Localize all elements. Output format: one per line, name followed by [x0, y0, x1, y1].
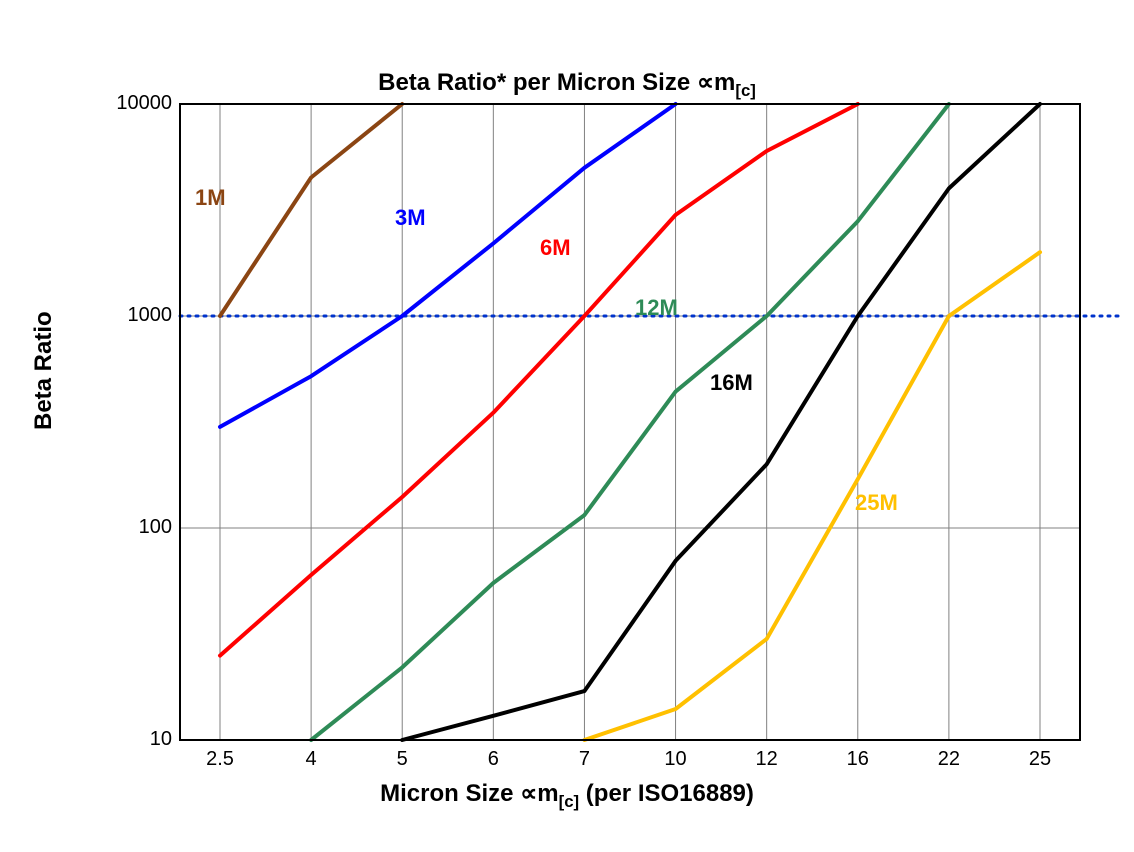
chart-plot: [0, 0, 1134, 852]
x-tick-label: 25: [1010, 748, 1070, 771]
x-tick-label: 22: [919, 748, 979, 771]
x-tick-label: 6: [463, 748, 523, 771]
series-label: 1M: [195, 185, 226, 211]
x-tick-label: 10: [646, 748, 706, 771]
x-tick-label: 4: [281, 748, 341, 771]
series-label: 25M: [855, 490, 898, 516]
x-tick-label: 7: [554, 748, 614, 771]
chart-container: Beta Ratio* per Micron Size ∝m[c] Beta R…: [0, 0, 1134, 852]
series-label: 3M: [395, 205, 426, 231]
y-tick-label: 1000: [102, 304, 172, 327]
series-label: 12M: [635, 295, 678, 321]
x-tick-label: 12: [737, 748, 797, 771]
series-label: 16M: [710, 370, 753, 396]
x-tick-label: 5: [372, 748, 432, 771]
y-tick-label: 10000: [102, 92, 172, 115]
x-tick-label: 2.5: [190, 748, 250, 771]
y-tick-label: 10: [102, 728, 172, 751]
y-tick-label: 100: [102, 516, 172, 539]
series-label: 6M: [540, 235, 571, 261]
x-tick-label: 16: [828, 748, 888, 771]
